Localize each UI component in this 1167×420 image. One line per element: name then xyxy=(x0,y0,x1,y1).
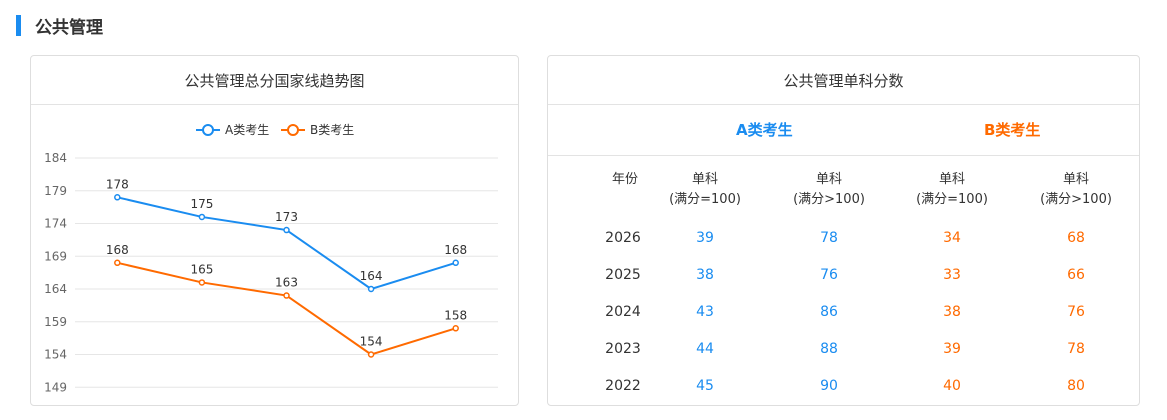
col-header-b1-line1: 单科 xyxy=(938,172,965,187)
cell-a2: 86 xyxy=(820,304,838,320)
data-point xyxy=(283,292,290,299)
col-header-b2-line2: (满分>100) xyxy=(1040,192,1112,207)
cell-b1: 34 xyxy=(943,230,961,246)
data-label: 168 xyxy=(106,243,129,257)
table-row: 2023 44 88 39 78 xyxy=(548,339,1139,359)
cell-b1: 33 xyxy=(943,267,961,283)
col-header-b2-line1: 单科 xyxy=(1062,172,1089,187)
y-tick-label: 159 xyxy=(44,315,67,329)
col-header-a2-line1: 单科 xyxy=(815,172,842,187)
cell-b2: 80 xyxy=(1067,378,1085,394)
data-label: 158 xyxy=(444,308,467,322)
data-point xyxy=(452,259,459,267)
cell-a2: 88 xyxy=(820,341,838,357)
col-header-b1-line2: (满分=100) xyxy=(916,192,988,207)
cell-a2: 78 xyxy=(820,230,838,246)
col-header-b2: 单科 (满分>100) xyxy=(1026,170,1126,210)
cell-year: 2022 xyxy=(605,378,641,394)
col-header-a2-line2: (满分>100) xyxy=(793,192,865,207)
group-a-label: A类考生 xyxy=(736,121,793,139)
table-row: 2025 38 76 33 66 xyxy=(548,265,1139,285)
cell-year: 2025 xyxy=(605,267,641,283)
col-header-a1-line2: (满分=100) xyxy=(669,192,741,207)
cell-b2: 68 xyxy=(1067,230,1085,246)
score-table: A类考生 B类考生 xyxy=(548,105,1139,156)
data-point xyxy=(452,325,459,332)
legend-marker xyxy=(202,124,214,136)
group-b-label: B类考生 xyxy=(984,121,1041,139)
cell-year: 2026 xyxy=(605,230,641,246)
trend-chart-card: 公共管理总分国家线趋势图 144149154159164169174179184… xyxy=(30,55,519,406)
group-header-row: A类考生 B类考生 xyxy=(548,105,1139,156)
cell-b1: 38 xyxy=(943,304,961,320)
y-tick-label: 164 xyxy=(44,282,67,296)
cell-a1: 45 xyxy=(696,378,714,394)
section-header: 公共管理 xyxy=(16,14,103,38)
col-header-a2: 单科 (满分>100) xyxy=(779,170,879,210)
legend-label: A类考生 xyxy=(225,123,269,137)
data-label: 173 xyxy=(275,210,298,224)
data-point xyxy=(198,279,206,286)
cell-year: 2024 xyxy=(605,304,641,320)
data-label: 164 xyxy=(360,269,383,283)
cell-a1: 43 xyxy=(696,304,714,320)
y-tick-label: 154 xyxy=(44,348,67,362)
cell-a1: 39 xyxy=(696,230,714,246)
y-tick-label: 184 xyxy=(44,151,67,165)
section-title: 公共管理 xyxy=(35,17,103,38)
cell-year: 2023 xyxy=(605,341,641,357)
data-point xyxy=(114,194,121,201)
cell-a2: 90 xyxy=(820,378,838,394)
y-tick-label: 149 xyxy=(44,380,67,394)
cell-b1: 40 xyxy=(943,378,961,394)
cell-a1: 44 xyxy=(696,341,714,357)
cell-b2: 78 xyxy=(1067,341,1085,357)
data-point xyxy=(367,351,375,358)
section-accent-bar xyxy=(16,14,21,36)
data-label: 178 xyxy=(106,177,129,191)
data-point xyxy=(114,259,121,267)
data-label: 165 xyxy=(190,262,213,276)
data-label: 168 xyxy=(444,243,467,257)
data-label: 175 xyxy=(190,197,213,211)
data-label: 163 xyxy=(275,276,298,290)
data-point xyxy=(283,226,290,234)
table-row: 2022 45 90 40 80 xyxy=(548,376,1139,396)
legend-label: B类考生 xyxy=(310,123,354,137)
col-header-year-label: 年份 xyxy=(611,172,638,187)
trend-chart: 1441491541591641691741791842022202320242… xyxy=(44,123,498,394)
col-header-a1-line1: 单科 xyxy=(691,172,718,187)
data-point xyxy=(198,213,206,221)
table-row: 2026 39 78 34 68 xyxy=(548,228,1139,248)
table-row: 2024 43 86 38 76 xyxy=(548,302,1139,322)
y-tick-label: 169 xyxy=(44,249,67,263)
col-header-b1: 单科 (满分=100) xyxy=(902,170,1002,210)
cell-b1: 39 xyxy=(943,341,961,357)
col-header-a1: 单科 (满分=100) xyxy=(655,170,755,210)
score-table-title: 公共管理单科分数 xyxy=(548,56,1139,105)
data-label: 154 xyxy=(360,335,383,349)
score-table-card: 公共管理单科分数 A类考生 B类考生 年份 单科 (满分=100) 单科 (满分… xyxy=(547,55,1140,406)
trend-chart-title: 公共管理总分国家线趋势图 xyxy=(31,56,518,105)
cell-b2: 66 xyxy=(1067,267,1085,283)
data-point xyxy=(367,285,375,293)
cell-b2: 76 xyxy=(1067,304,1085,320)
y-tick-label: 179 xyxy=(44,184,67,198)
y-tick-label: 174 xyxy=(44,217,67,231)
cell-a2: 76 xyxy=(820,267,838,283)
cell-a1: 38 xyxy=(696,267,714,283)
legend-marker xyxy=(287,124,299,136)
col-header-year: 年份 xyxy=(575,170,675,190)
